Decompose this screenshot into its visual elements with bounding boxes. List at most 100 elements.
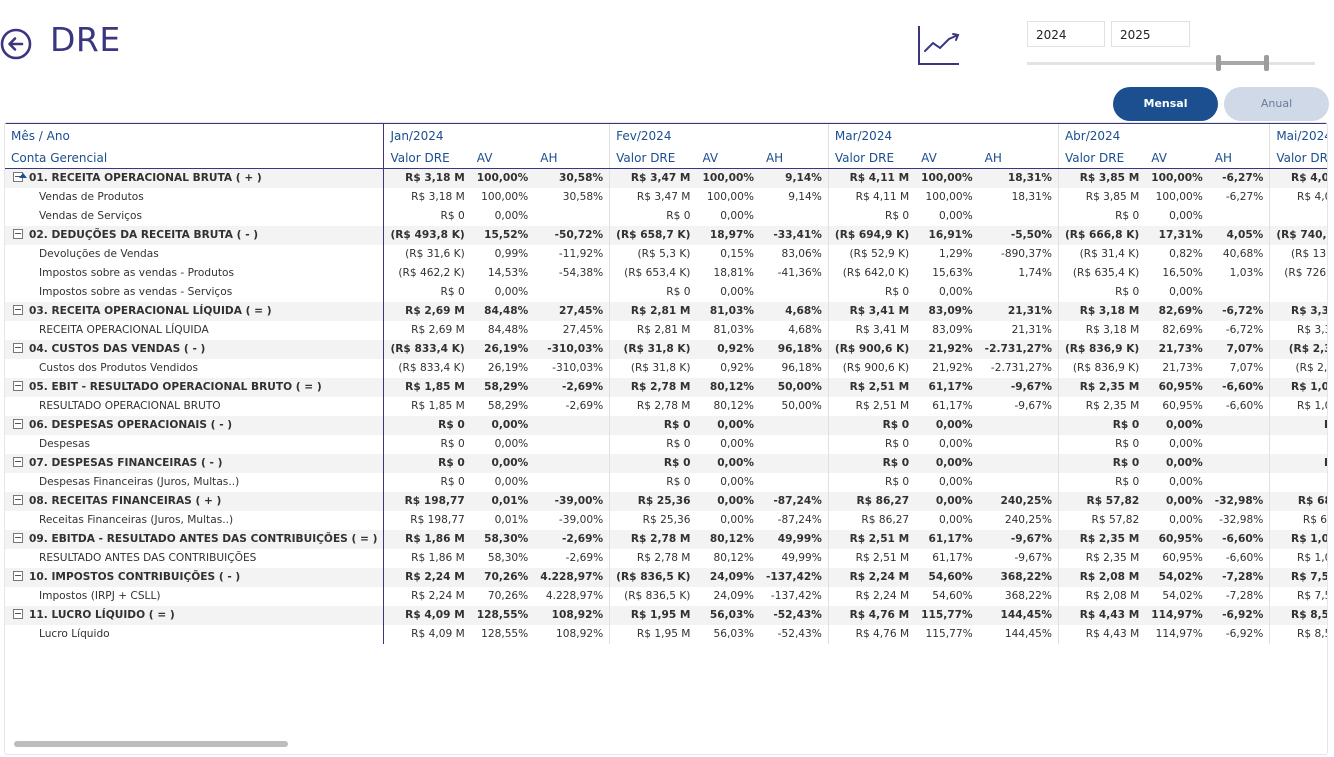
collapse-minus-icon[interactable] [13,381,23,391]
account-cell[interactable]: 01. RECEITA OPERACIONAL BRUTA ( + ) [5,168,385,188]
av-cell: 0,00% [696,492,760,511]
measure-header-ah[interactable]: AH [1208,148,1270,169]
year-start-input[interactable]: 2024 [1027,21,1105,47]
measure-header-av[interactable]: AV [1145,148,1209,169]
slider-end-handle[interactable] [1264,55,1269,71]
account-cell[interactable]: Custos dos Produtos Vendidos [5,359,385,378]
account-cell[interactable]: 11. LUCRO LÍQUIDO ( = ) [5,606,385,625]
group-row[interactable]: 03. RECEITA OPERACIONAL LÍQUIDA ( = ) R$ … [5,302,1327,321]
group-row[interactable]: 02. DEDUÇÕES DA RECEITA BRUTA ( - ) (R$ 4… [5,226,1327,245]
account-cell[interactable]: 08. RECEITAS FINANCEIRAS ( + ) [5,492,385,511]
av-cell: 60,95% [1145,530,1209,549]
line-chart-icon[interactable] [916,24,962,66]
account-cell[interactable]: Despesas [5,435,385,454]
ah-cell [760,283,828,302]
group-row[interactable]: 10. IMPOSTOS CONTRIBUIÇÕES ( - ) R$ 2,24 … [5,568,1327,587]
detail-row[interactable]: RESULTADO OPERACIONAL BRUTO R$ 1,85 M 58,2… [5,397,1327,416]
account-cell[interactable]: RESULTADO OPERACIONAL BRUTO [5,397,385,416]
detail-row[interactable]: Devoluções de Vendas (R$ 31,6 K) 0,99% -11,… [5,245,1327,264]
sort-ascending-icon[interactable] [19,173,27,178]
collapse-minus-icon[interactable] [13,571,23,581]
account-cell[interactable]: Devoluções de Vendas [5,245,385,264]
detail-row[interactable]: Vendas de Produtos R$ 3,18 M 100,00% 30,58%… [5,188,1327,207]
measure-header-ah[interactable]: AH [978,148,1059,169]
collapse-minus-icon[interactable] [13,533,23,543]
detail-row[interactable]: Lucro Líquido R$ 4,09 M 128,55% 108,92% R$ 1… [5,625,1327,644]
measure-header-av[interactable]: AV [470,148,535,169]
detail-row[interactable]: RECEITA OPERACIONAL LÍQUIDA R$ 2,69 M 84,4… [5,321,1327,340]
account-cell[interactable]: Impostos sobre as vendas - Produtos [5,264,385,283]
account-cell[interactable]: 04. CUSTOS DAS VENDAS ( - ) [5,340,385,359]
mensal-button[interactable]: Mensal [1113,87,1218,121]
row-header-conta-gerencial[interactable]: Conta Gerencial [5,148,385,169]
account-cell[interactable]: 05. EBIT - RESULTADO OPERACIONAL BRUTO (… [5,378,385,397]
group-row[interactable]: 04. CUSTOS DAS VENDAS ( - ) (R$ 833,4 K) 2… [5,340,1327,359]
account-cell[interactable]: 09. EBITDA - RESULTADO ANTES DAS CONTRIB… [5,530,385,549]
account-cell[interactable]: 02. DEDUÇÕES DA RECEITA BRUTA ( - ) [5,226,385,245]
account-cell[interactable]: 03. RECEITA OPERACIONAL LÍQUIDA ( = ) [5,302,385,321]
account-cell[interactable]: Vendas de Produtos [5,188,385,207]
collapse-minus-icon[interactable] [13,609,23,619]
arrow-left-circle-icon[interactable] [0,28,32,60]
group-row[interactable]: 11. LUCRO LÍQUIDO ( = ) R$ 4,09 M 128,55% 1… [5,606,1327,625]
month-header[interactable]: Jan/2024 [383,123,610,148]
detail-row[interactable]: Impostos sobre as vendas - Serviços R$ 0 0… [5,283,1327,302]
measure-header-valor[interactable]: Valor DRE [609,148,697,169]
month-header[interactable]: Mar/2024 [827,123,1059,148]
av-cell: 0,99% [494,248,529,260]
collapse-minus-icon[interactable] [13,457,23,467]
detail-row[interactable]: Custos dos Produtos Vendidos (R$ 833,4 K)… [5,359,1327,378]
group-row[interactable]: 07. DESPESAS FINANCEIRAS ( - ) R$ 0 0,00% R… [5,454,1327,473]
account-cell[interactable]: Impostos (IRPJ + CSLL) [5,587,385,606]
row-header-month-year[interactable]: Mês / Ano [5,123,385,148]
group-row[interactable]: 06. DESPESAS OPERACIONAIS ( - ) R$ 0 0,00%… [5,416,1327,435]
collapse-minus-icon[interactable] [13,305,23,315]
account-cell[interactable]: 10. IMPOSTOS CONTRIBUIÇÕES ( - ) [5,568,385,587]
detail-row[interactable]: Vendas de Serviços R$ 0 0,00% R$ 0 0,00% R$ 0… [5,207,1327,226]
ah-cell: -2,69% [565,552,604,564]
collapse-minus-icon[interactable] [13,343,23,353]
collapse-minus-icon[interactable] [13,495,23,505]
av-cell: 0,00% [720,210,754,222]
account-cell[interactable]: Receitas Financeiras (Juros, Multas..) [5,511,385,530]
account-cell[interactable]: Lucro Líquido [5,625,385,644]
account-cell[interactable]: RECEITA OPERACIONAL LÍQUIDA [5,321,385,340]
detail-row[interactable]: Despesas R$ 0 0,00% R$ 0 0,00% R$ 0 0,00% R$ 0 0… [5,435,1327,454]
detail-row[interactable]: Despesas Financeiras (Juros, Multas..) R$… [5,473,1327,492]
slider-start-handle[interactable] [1216,55,1221,71]
measure-header-valor[interactable]: Valor DRE [383,148,471,169]
account-cell[interactable]: RESULTADO ANTES DAS CONTRIBUIÇÕES [5,549,385,568]
measure-header-valor[interactable]: Valor DRE [1269,148,1327,169]
year-range-slider-track[interactable] [1027,62,1315,65]
measure-header-ah[interactable]: AH [759,148,829,169]
measure-header-av[interactable]: AV [915,148,979,169]
month-header[interactable]: Mai/2024 [1269,123,1327,148]
month-header[interactable]: Fev/2024 [609,123,829,148]
measure-header-valor[interactable]: Valor DRE [827,148,916,169]
detail-row[interactable]: RESULTADO ANTES DAS CONTRIBUIÇÕES R$ 1,86… [5,549,1327,568]
av-cell: 24,09% [696,568,760,587]
year-end-input[interactable]: 2025 [1111,21,1190,47]
account-cell[interactable]: Despesas Financeiras (Juros, Multas..) [5,473,385,492]
account-cell[interactable]: Impostos sobre as vendas - Serviços [5,283,385,302]
month-header[interactable]: Abr/2024 [1057,123,1270,148]
group-row[interactable]: 05. EBIT - RESULTADO OPERACIONAL BRUTO (… [5,378,1327,397]
detail-row[interactable]: Receitas Financeiras (Juros, Multas..) R$… [5,511,1327,530]
valor-dre-cell: (R$ 462,2 K) [398,267,465,279]
valor-dre-cell: R$ 4,76 M [827,625,916,644]
account-cell[interactable]: 07. DESPESAS FINANCEIRAS ( - ) [5,454,385,473]
measure-header-valor[interactable]: Valor DRE [1057,148,1146,169]
collapse-minus-icon[interactable] [13,229,23,239]
detail-row[interactable]: Impostos (IRPJ + CSLL) R$ 2,24 M 70,26% 4.2… [5,587,1327,606]
collapse-minus-icon[interactable] [13,419,23,429]
anual-button[interactable]: Anual [1224,87,1329,121]
horizontal-scrollbar[interactable] [14,741,288,747]
group-row[interactable]: 09. EBITDA - RESULTADO ANTES DAS CONTRIB… [5,530,1327,549]
measure-header-ah[interactable]: AH [534,148,610,169]
measure-header-av[interactable]: AV [696,148,760,169]
account-cell[interactable]: Vendas de Serviços [5,207,385,226]
group-row[interactable]: 01. RECEITA OPERACIONAL BRUTA ( + ) R$ 3,… [5,168,1327,188]
group-row[interactable]: 08. RECEITAS FINANCEIRAS ( + ) R$ 198,77 0… [5,492,1327,511]
account-cell[interactable]: 06. DESPESAS OPERACIONAIS ( - ) [5,416,385,435]
detail-row[interactable]: Impostos sobre as vendas - Produtos (R$ 4… [5,264,1327,283]
